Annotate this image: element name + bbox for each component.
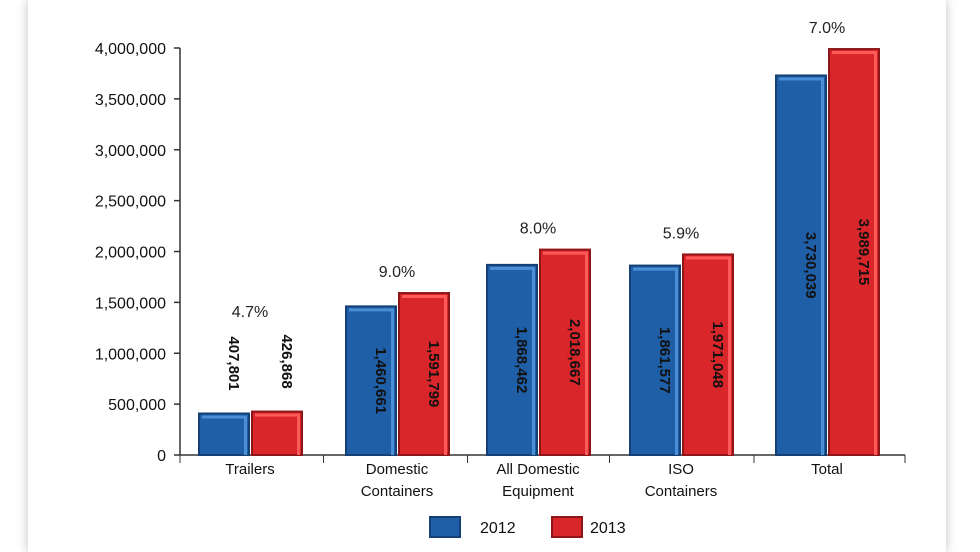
- legend-label-2013: 2013: [590, 520, 626, 537]
- x-tick-label: Trailers: [225, 461, 274, 478]
- bar-2012: [486, 263, 538, 457]
- bar-edge-highlight: [244, 415, 247, 455]
- bar-2013: [398, 292, 450, 456]
- y-tick-label: 2,500,000: [95, 194, 166, 211]
- bar-edge-highlight: [585, 251, 588, 455]
- bar-highlight: [633, 267, 675, 271]
- bar-2013: [251, 410, 303, 457]
- bar-edge-highlight: [821, 77, 824, 455]
- y-tick-label: 1,500,000: [95, 295, 166, 312]
- bar-2013: [539, 248, 591, 456]
- x-tick-label: Total: [811, 461, 843, 478]
- bar-highlight: [202, 415, 244, 419]
- x-tick-label: ISO: [668, 461, 694, 478]
- legend-label-2012: 2012: [480, 520, 516, 537]
- data-label: 1,861,577: [656, 327, 673, 394]
- data-label: 3,730,039: [802, 232, 819, 299]
- bar-edge-highlight: [874, 51, 877, 455]
- x-tick-label: Equipment: [502, 483, 575, 500]
- bar-2013: [682, 253, 734, 456]
- bar-edge-highlight: [728, 256, 731, 455]
- growth-label: 7.0%: [809, 20, 845, 37]
- bar-2012: [775, 74, 827, 456]
- data-label: 1,868,462: [513, 327, 530, 394]
- x-tick-label: All Domestic: [496, 461, 580, 478]
- bar-highlight: [832, 51, 874, 55]
- bar-edge-highlight: [297, 413, 300, 455]
- bar-highlight: [255, 413, 297, 417]
- data-label: 1,591,799: [425, 341, 442, 408]
- bar-highlight: [779, 77, 821, 81]
- x-tick-label: Containers: [645, 483, 718, 500]
- y-tick-label: 500,000: [108, 397, 166, 414]
- bar-2013: [828, 48, 880, 456]
- data-label: 426,868: [278, 334, 295, 388]
- y-tick-label: 2,000,000: [95, 245, 166, 262]
- y-tick-label: 1,000,000: [95, 346, 166, 363]
- data-label: 2,018,667: [566, 319, 583, 386]
- bar-highlight: [543, 251, 585, 255]
- y-tick-label: 3,500,000: [95, 92, 166, 109]
- bar-edge-highlight: [444, 295, 447, 455]
- data-label: 1,460,661: [372, 347, 389, 414]
- data-label: 3,989,715: [855, 219, 872, 286]
- bar-highlight: [490, 266, 532, 270]
- y-tick-label: 4,000,000: [95, 41, 166, 58]
- bar-2012: [198, 412, 250, 457]
- bar-edge-highlight: [532, 266, 535, 455]
- legend-swatch-2013: [551, 516, 583, 538]
- growth-label: 9.0%: [379, 264, 415, 281]
- data-label: 407,801: [225, 336, 242, 390]
- bar-edge-highlight: [675, 267, 678, 455]
- bar-2012: [629, 264, 681, 456]
- x-tick-label: Domestic: [366, 461, 429, 478]
- bar-2012: [345, 305, 397, 456]
- bar-highlight: [686, 256, 728, 260]
- bar-edge-highlight: [391, 308, 394, 455]
- data-label: 1,971,048: [709, 321, 726, 388]
- growth-label: 4.7%: [232, 304, 268, 321]
- x-tick-label: Containers: [361, 483, 434, 500]
- bar-highlight: [349, 308, 391, 312]
- growth-label: 8.0%: [520, 221, 556, 238]
- legend-swatch-2012: [429, 516, 461, 538]
- growth-label: 5.9%: [663, 225, 699, 242]
- y-tick-label: 0: [157, 448, 166, 465]
- y-tick-label: 3,000,000: [95, 143, 166, 160]
- bar-highlight: [402, 295, 444, 299]
